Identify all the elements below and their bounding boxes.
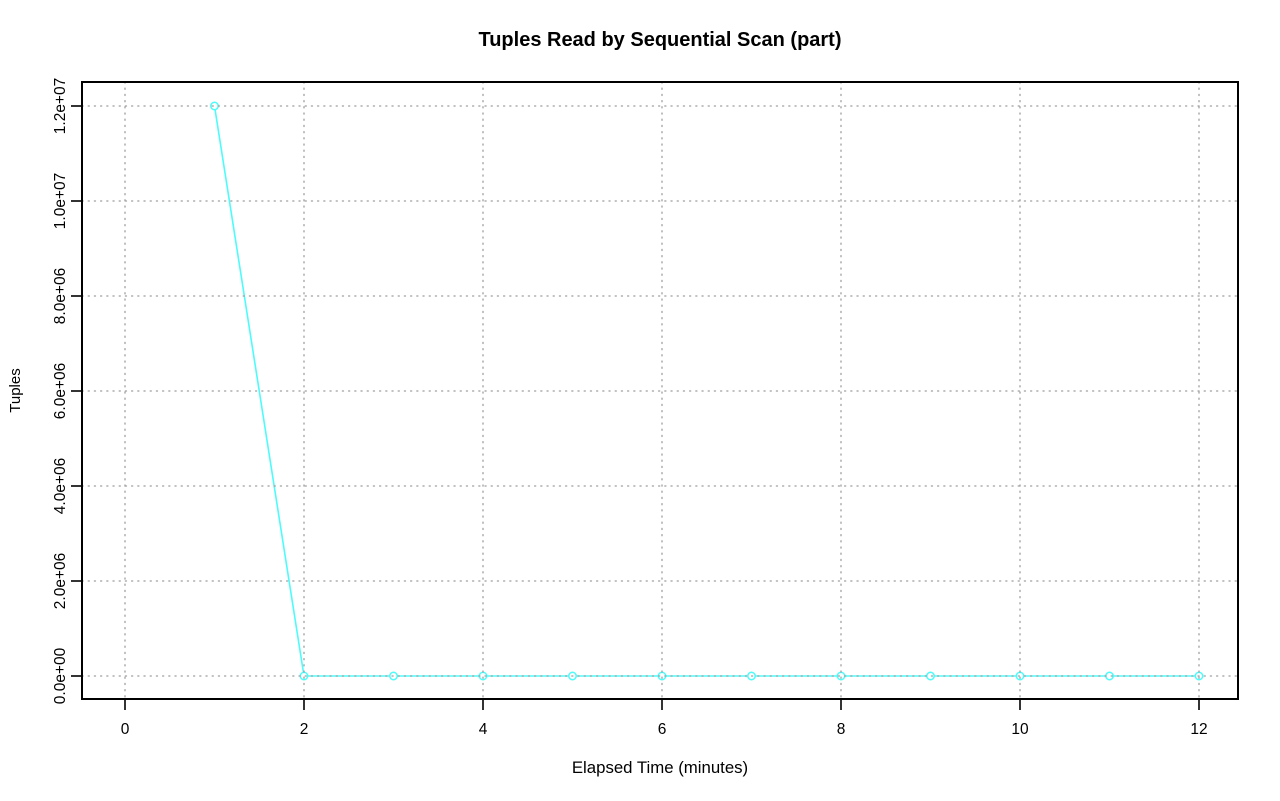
svg-text:1.2e+07: 1.2e+07 <box>52 78 69 134</box>
svg-text:Elapsed Time (minutes): Elapsed Time (minutes) <box>572 758 748 777</box>
svg-text:1.0e+07: 1.0e+07 <box>52 173 69 229</box>
svg-text:2: 2 <box>300 721 309 738</box>
svg-text:6.0e+06: 6.0e+06 <box>52 363 69 419</box>
svg-text:6: 6 <box>658 721 667 738</box>
svg-text:12: 12 <box>1190 721 1207 738</box>
svg-text:10: 10 <box>1011 721 1029 738</box>
svg-text:Tuples Read by Sequential Scan: Tuples Read by Sequential Scan (part) <box>478 29 841 51</box>
svg-text:4.0e+06: 4.0e+06 <box>52 458 69 514</box>
svg-text:8: 8 <box>837 721 846 738</box>
svg-text:Tuples: Tuples <box>7 368 24 412</box>
svg-text:4: 4 <box>479 721 488 738</box>
svg-text:2.0e+06: 2.0e+06 <box>52 553 69 609</box>
svg-text:8.0e+06: 8.0e+06 <box>52 268 69 324</box>
svg-text:0: 0 <box>121 721 130 738</box>
svg-text:0.0e+00: 0.0e+00 <box>52 647 69 704</box>
